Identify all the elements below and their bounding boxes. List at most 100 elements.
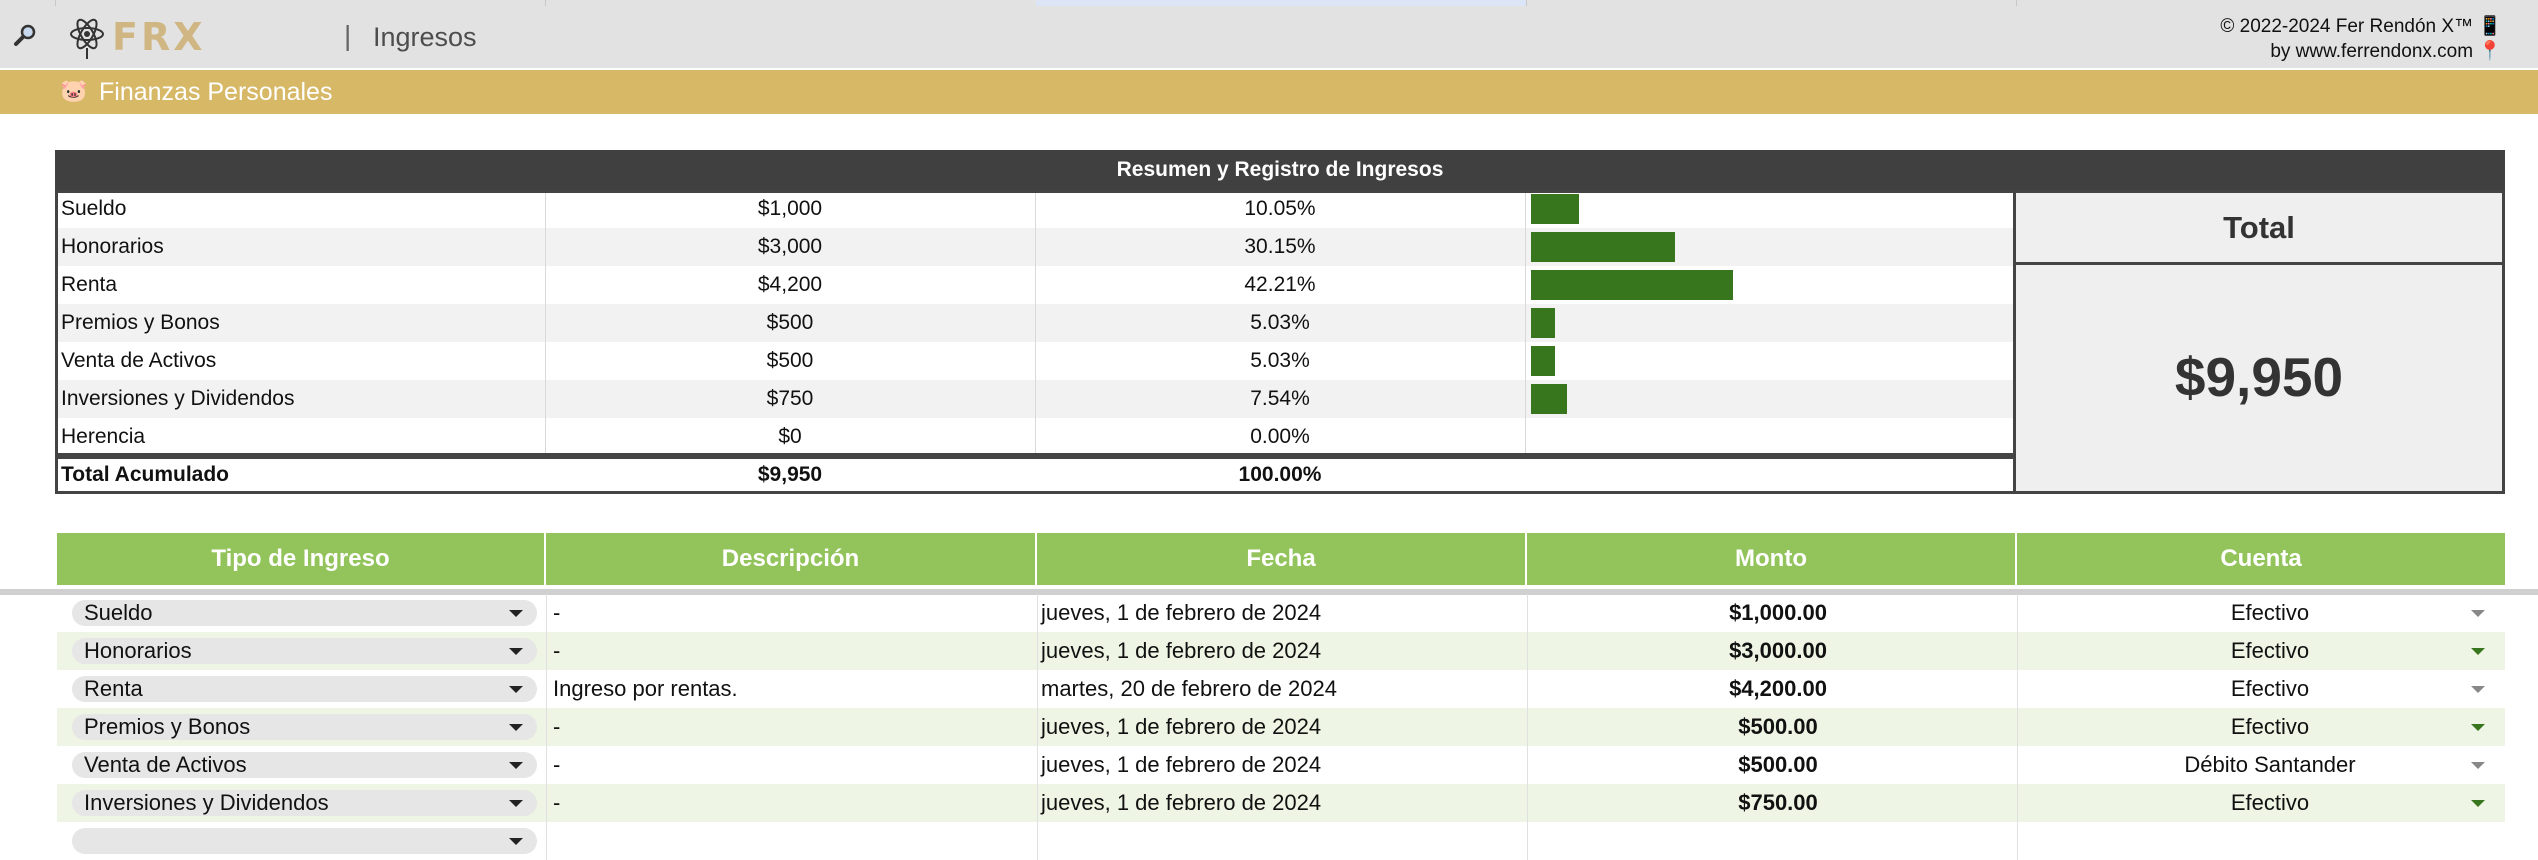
cell-divider: [1035, 266, 1036, 304]
date-cell[interactable]: jueves, 1 de febrero de 2024: [1041, 600, 1322, 625]
column-header-description[interactable]: Descripción: [546, 533, 1037, 585]
income-type-dropdown[interactable]: [72, 828, 537, 854]
chevron-down-icon[interactable]: [509, 724, 523, 731]
cell-divider: [545, 190, 546, 228]
cell-divider: [2017, 784, 2018, 822]
register-row: Sueldo - jueves, 1 de febrero de 2024 $1,00…: [57, 594, 2505, 632]
copyright-block: © 2022-2024 Fer Rendón X™ 📱 by www.ferre…: [2220, 14, 2502, 64]
date-cell[interactable]: jueves, 1 de febrero de 2024: [1041, 714, 1322, 739]
income-type-dropdown[interactable]: Venta de Activos: [72, 752, 537, 778]
amount-cell[interactable]: [1533, 822, 2023, 860]
summary-total-row: Total Acumulado $9,950 100.00%: [55, 456, 2016, 494]
cell-divider: [1037, 594, 1038, 632]
chevron-down-icon[interactable]: [509, 838, 523, 845]
account-dropdown-icon[interactable]: [2471, 610, 2485, 617]
account-cell[interactable]: [2025, 822, 2515, 860]
account-cell[interactable]: Efectivo: [2230, 790, 2310, 815]
summary-row-name: Renta: [61, 273, 118, 296]
summary-row-percent: 0.00%: [1250, 425, 1310, 448]
cell-divider: [1035, 228, 1036, 266]
account-cell[interactable]: Débito Santander: [2184, 752, 2356, 777]
cell-divider: [1035, 342, 1036, 380]
banner-title: Finanzas Personales: [99, 78, 333, 106]
chevron-down-icon[interactable]: [509, 762, 523, 769]
cell-divider: [1525, 418, 1526, 456]
income-type-dropdown[interactable]: Renta: [72, 676, 537, 702]
chevron-down-icon[interactable]: [509, 648, 523, 655]
description-cell[interactable]: -: [553, 752, 561, 777]
cell-divider: [1527, 746, 1528, 784]
description-cell[interactable]: -: [553, 600, 561, 625]
column-header-amount[interactable]: Monto: [1527, 533, 2017, 585]
amount-cell[interactable]: $3,000.00: [1729, 638, 1827, 663]
description-cell[interactable]: Ingreso por rentas.: [553, 676, 738, 701]
register-row: Honorarios - jueves, 1 de febrero de 2024 $…: [57, 632, 2505, 670]
description-cell[interactable]: -: [553, 790, 561, 815]
income-type-dropdown[interactable]: Premios y Bonos: [72, 714, 537, 740]
register-row: Premios y Bonos - jueves, 1 de febrero de …: [57, 708, 2505, 746]
total-row-label: Total Acumulado: [61, 463, 229, 486]
amount-cell[interactable]: $500.00: [1738, 714, 1818, 739]
cell-divider: [1527, 822, 1528, 860]
account-dropdown-icon[interactable]: [2471, 648, 2485, 655]
cell-divider: [2017, 632, 2018, 670]
summary-row-bar: [1531, 308, 1555, 338]
amount-cell[interactable]: $750.00: [1738, 790, 1818, 815]
cell-divider: [546, 746, 547, 784]
total-value: $9,950: [2016, 265, 2505, 494]
description-cell[interactable]: -: [553, 638, 561, 663]
summary-row-percent: 10.05%: [1244, 197, 1316, 220]
chevron-down-icon[interactable]: [509, 686, 523, 693]
date-cell[interactable]: martes, 20 de febrero de 2024: [1041, 676, 1337, 701]
cell-divider: [545, 418, 546, 456]
account-cell[interactable]: Efectivo: [2230, 676, 2310, 701]
summary-row: Premios y Bonos $500 5.03%: [55, 304, 2016, 342]
cell-divider: [2017, 746, 2018, 784]
summary-row: Venta de Activos $500 5.03%: [55, 342, 2016, 380]
cell-divider: [1035, 418, 1036, 456]
chevron-down-icon[interactable]: [509, 610, 523, 617]
cell-divider: [1037, 746, 1038, 784]
income-type-dropdown[interactable]: Sueldo: [72, 600, 537, 626]
account-cell[interactable]: Efectivo: [2230, 714, 2310, 739]
account-cell[interactable]: Efectivo: [2230, 638, 2310, 663]
cell-divider: [545, 304, 546, 342]
register-row: Inversiones y Dividendos - jueves, 1 de fe…: [57, 784, 2505, 822]
brand-logo: FRX: [68, 12, 206, 62]
account-dropdown-icon[interactable]: [2471, 762, 2485, 769]
website-line[interactable]: by www.ferrendonx.com 📍: [2270, 41, 2502, 62]
cell-divider: [545, 342, 546, 380]
income-type-dropdown[interactable]: Inversiones y Dividendos: [72, 790, 537, 816]
grid-line: [545, 0, 546, 6]
amount-cell[interactable]: $1,000.00: [1729, 600, 1827, 625]
summary-row-percent: 7.54%: [1250, 387, 1310, 410]
date-cell[interactable]: jueves, 1 de febrero de 2024: [1041, 752, 1322, 777]
account-dropdown-icon[interactable]: [2471, 686, 2485, 693]
amount-cell[interactable]: $500.00: [1738, 752, 1818, 777]
logo-text: FRX: [112, 15, 206, 59]
frozen-rows-divider[interactable]: [0, 589, 2538, 595]
summary-row-percent: 5.03%: [1250, 349, 1310, 372]
date-cell[interactable]: jueves, 1 de febrero de 2024: [1041, 790, 1322, 815]
cell-divider: [1037, 708, 1038, 746]
cell-divider: [2017, 708, 2018, 746]
description-cell[interactable]: -: [553, 714, 561, 739]
account-cell[interactable]: Efectivo: [2230, 600, 2310, 625]
cell-divider: [546, 784, 547, 822]
summary-row-bar: [1531, 232, 1675, 262]
amount-cell[interactable]: $4,200.00: [1729, 676, 1827, 701]
account-dropdown-icon[interactable]: [2471, 800, 2485, 807]
column-header-date[interactable]: Fecha: [1037, 533, 1527, 585]
search-icon[interactable]: [12, 22, 38, 48]
summary-row-name: Honorarios: [61, 235, 164, 258]
account-dropdown-icon[interactable]: [2471, 724, 2485, 731]
date-cell[interactable]: jueves, 1 de febrero de 2024: [1041, 638, 1322, 663]
column-header-type[interactable]: Tipo de Ingreso: [57, 533, 546, 585]
copyright-line: © 2022-2024 Fer Rendón X™ 📱: [2220, 16, 2502, 37]
chevron-down-icon[interactable]: [509, 800, 523, 807]
income-type-value: Inversiones y Dividendos: [84, 790, 329, 815]
cell-divider: [546, 632, 547, 670]
column-header-account[interactable]: Cuenta: [2017, 533, 2505, 585]
income-type-dropdown[interactable]: Honorarios: [72, 638, 537, 664]
grid-line: [1526, 0, 1527, 6]
